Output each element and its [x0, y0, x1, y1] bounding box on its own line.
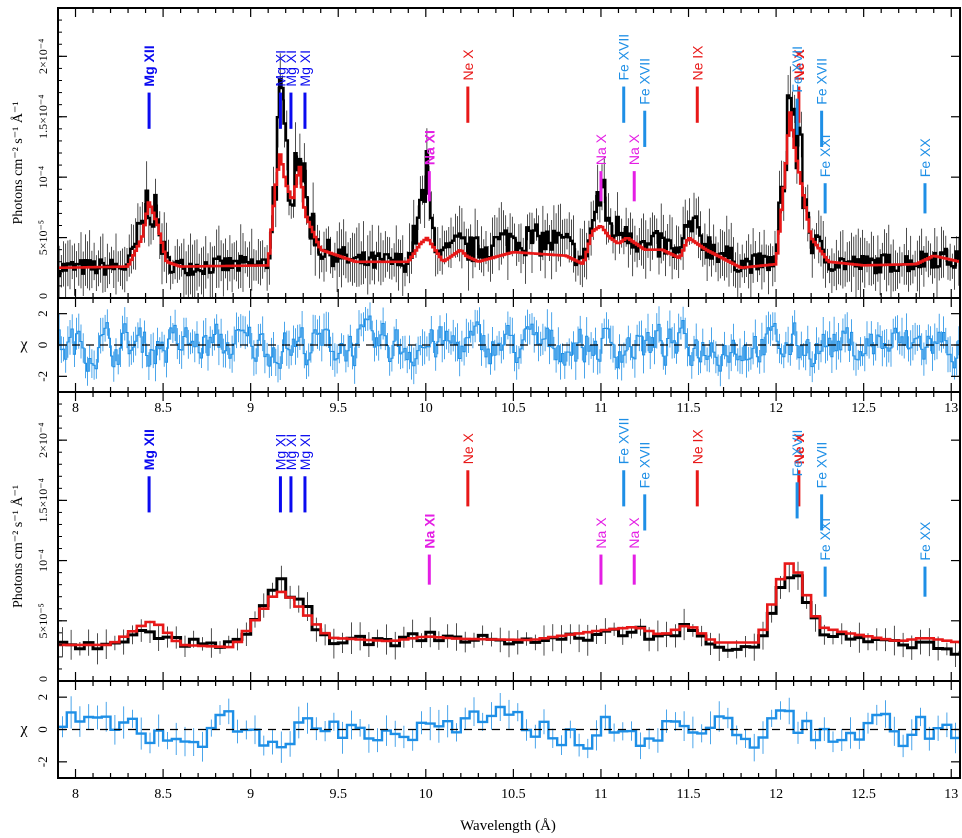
line-label: Fe XVII: [814, 58, 830, 105]
y-tick-label: -2: [35, 371, 50, 382]
line-label: Na X: [626, 517, 642, 549]
line-label: Mg XII: [141, 429, 157, 470]
line-label: Na X: [593, 133, 609, 165]
y-tick-label: 5×10⁻⁵: [36, 603, 50, 638]
line-label: Mg XI: [283, 50, 299, 87]
line-label: Mg XI: [272, 434, 288, 471]
plot-area: [58, 561, 960, 667]
y-tick-label: 1.5×10⁻⁴: [36, 478, 50, 522]
line-label: Fe XVII: [789, 46, 805, 93]
x-tick-label: 12.5: [851, 787, 876, 802]
x-tick-label: 10: [419, 401, 433, 416]
x-tick-label: 8.5: [154, 401, 172, 416]
line-label: Ne X: [460, 49, 476, 81]
line-label: Mg XII: [141, 45, 157, 86]
plot-area: [58, 302, 960, 387]
upper-residual-panel: -2 0 2 χ 8 8.5 9 9.5 10 10.5 11 11.5 12 12.5 13: [19, 297, 961, 416]
x-tick-label: 12.5: [851, 401, 876, 416]
line-label: Na X: [626, 133, 642, 165]
x-tick-label: 10.5: [501, 401, 526, 416]
line-label: Ne IX: [689, 45, 705, 81]
line-label: Na XI: [421, 130, 437, 165]
y-tick-label: 0: [35, 342, 50, 349]
plot-area: [58, 693, 960, 763]
residual-histogram: [58, 705, 960, 750]
residual-histogram: [58, 315, 960, 372]
x-tick-label: 11.5: [677, 787, 701, 802]
x-tick-label: 10: [419, 787, 433, 802]
model-curve: [58, 111, 960, 270]
line-label: Mg XI: [297, 434, 313, 471]
y-tick-label: 10⁻⁴: [36, 549, 50, 572]
line-label: Na XI: [421, 514, 437, 549]
x-tick-label: 13: [944, 787, 958, 802]
x-tick-label: 8: [72, 787, 79, 802]
panel-frame: [57, 680, 961, 779]
line-label: Ne X: [791, 49, 807, 81]
y-tick-label: 2×10⁻⁴: [36, 39, 50, 74]
line-label: Fe XVII: [637, 58, 653, 105]
y-tick-label: 0: [35, 726, 50, 733]
line-label: Fe XVII: [616, 418, 632, 465]
x-tick-label: 13: [944, 401, 958, 416]
model-curve: [58, 562, 960, 649]
residual-error-bars: [58, 302, 960, 387]
line-label: Ne X: [791, 432, 807, 464]
x-tick-label: 9.5: [329, 401, 347, 416]
x-tick-label: 12: [769, 401, 783, 416]
x-tick-label: 9: [247, 401, 254, 416]
lower-residual-panel: -2 0 2 χ 8 8.5 9 9.5 10 10.5 11 11.5 12 12.5 13: [19, 680, 961, 802]
x-tick-label: 11.5: [677, 401, 701, 416]
line-label: Fe XX: [917, 138, 933, 178]
line-label: Ne X: [460, 432, 476, 464]
y-axis-label: χ: [19, 336, 28, 353]
y-tick-label: 2: [35, 310, 50, 317]
line-label: Ne IX: [689, 429, 705, 465]
line-label: Na X: [593, 517, 609, 549]
line-label: Fe XXI: [817, 518, 833, 561]
y-tick-label: 2: [35, 694, 50, 701]
line-label: Fe XX: [917, 521, 933, 561]
y-tick-label: -2: [35, 756, 50, 767]
line-label: Mg XI: [272, 50, 288, 87]
y-tick-label: 0: [36, 676, 50, 682]
y-axis-label: χ: [19, 721, 28, 738]
plot-area: [58, 53, 960, 298]
x-axis-label: Wavelength (Å): [460, 818, 556, 834]
x-tick-label: 12: [769, 787, 783, 802]
line-label: Fe XXI: [817, 134, 833, 177]
data-error-bars: [62, 561, 956, 667]
line-label: Fe XVII: [814, 442, 830, 489]
x-tick-label: 8: [72, 401, 79, 416]
y-axis-label: Photons cm⁻² s⁻¹ Å⁻¹: [10, 101, 26, 224]
y-tick-label: 0: [36, 293, 50, 299]
line-label: Mg XI: [283, 434, 299, 471]
line-label: Fe XVII: [637, 442, 653, 489]
y-axis-label: Photons cm⁻² s⁻¹ Å⁻¹: [10, 485, 26, 608]
line-label: Fe XVII: [616, 34, 632, 81]
y-tick-label: 1.5×10⁻⁴: [36, 95, 50, 139]
x-tick-label: 9: [247, 787, 254, 802]
data-histogram: [58, 77, 960, 278]
line-label: Fe XVII: [789, 430, 805, 477]
x-tick-label: 8.5: [154, 787, 172, 802]
y-tick-label: 5×10⁻⁵: [36, 220, 50, 255]
x-tick-label: 9.5: [329, 787, 347, 802]
x-tick-label: 10.5: [501, 787, 526, 802]
y-tick-label: 2×10⁻⁴: [36, 423, 50, 458]
x-tick-label: 11: [594, 401, 607, 416]
x-tick-label: 11: [594, 787, 607, 802]
y-tick-label: 10⁻⁴: [36, 166, 50, 189]
line-label: Mg XI: [297, 50, 313, 87]
